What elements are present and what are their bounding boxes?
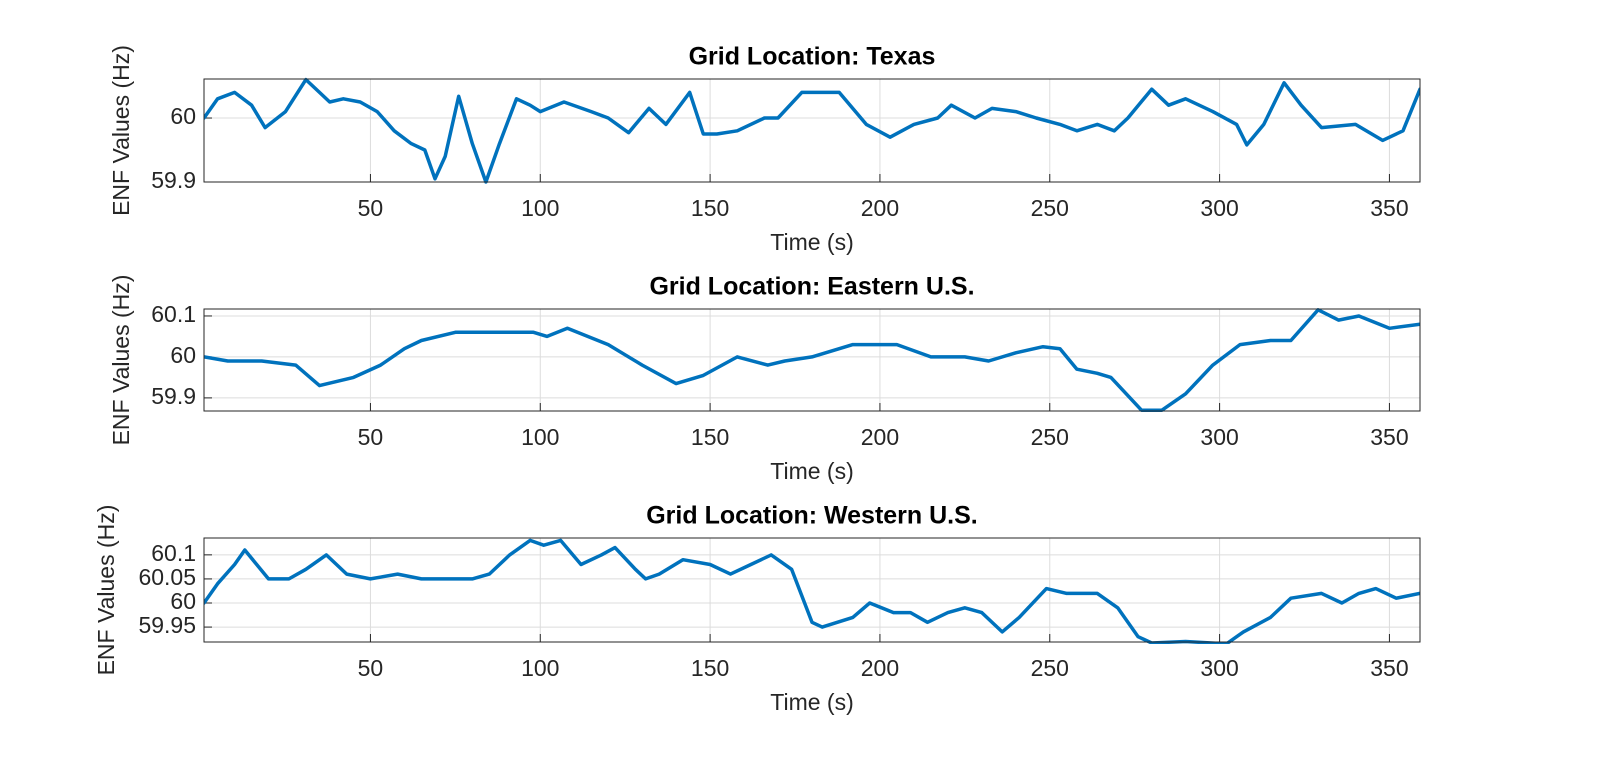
- x-tick-label: 200: [861, 655, 899, 681]
- x-tick-label: 350: [1370, 655, 1408, 681]
- y-axis-label: ENF Values (Hz): [108, 275, 134, 446]
- y-axis-label: ENF Values (Hz): [108, 45, 134, 216]
- x-tick-label: 200: [861, 195, 899, 221]
- chart-title: Grid Location: Eastern U.S.: [649, 273, 974, 301]
- plot-area: [204, 79, 1420, 182]
- y-tick-label: 60.05: [138, 564, 196, 590]
- y-tick-label: 59.95: [138, 612, 196, 638]
- y-tick-label: 60: [170, 588, 196, 614]
- chart-title: Grid Location: Western U.S.: [646, 502, 978, 530]
- data-line: [204, 77, 1420, 184]
- x-tick-label: 200: [861, 424, 899, 450]
- x-tick-label: 150: [691, 655, 729, 681]
- x-tick-label: 50: [358, 655, 384, 681]
- x-axis-label: Time (s): [770, 229, 853, 255]
- x-tick-label: 300: [1200, 655, 1238, 681]
- x-tick-label: 250: [1031, 655, 1069, 681]
- chart-title: Grid Location: Texas: [689, 43, 936, 71]
- x-tick-label: 150: [691, 195, 729, 221]
- x-tick-label: 150: [691, 424, 729, 450]
- y-axis-label: ENF Values (Hz): [93, 505, 119, 676]
- y-tick-label: 60.1: [151, 540, 196, 566]
- axes-box: [203, 78, 1421, 183]
- x-tick-label: 250: [1031, 424, 1069, 450]
- y-tick-label: 59.9: [151, 383, 196, 409]
- x-tick-label: 350: [1370, 424, 1408, 450]
- x-axis-label: Time (s): [770, 458, 853, 484]
- x-tick-label: 250: [1031, 195, 1069, 221]
- x-tick-label: 350: [1370, 195, 1408, 221]
- x-tick-label: 300: [1200, 424, 1238, 450]
- x-tick-label: 100: [521, 195, 559, 221]
- x-tick-label: 50: [358, 195, 384, 221]
- plot-area: [204, 538, 1420, 642]
- axes-box: [203, 308, 1421, 412]
- axes-box: [203, 537, 1421, 643]
- x-tick-label: 300: [1200, 195, 1238, 221]
- y-tick-label: 60: [170, 342, 196, 368]
- x-tick-label: 100: [521, 655, 559, 681]
- y-tick-label: 59.9: [151, 167, 196, 193]
- data-line: [204, 308, 1420, 412]
- x-tick-label: 100: [521, 424, 559, 450]
- x-axis-label: Time (s): [770, 689, 853, 715]
- y-tick-label: 60: [170, 103, 196, 129]
- y-tick-label: 60.1: [151, 301, 196, 327]
- x-tick-label: 50: [358, 424, 384, 450]
